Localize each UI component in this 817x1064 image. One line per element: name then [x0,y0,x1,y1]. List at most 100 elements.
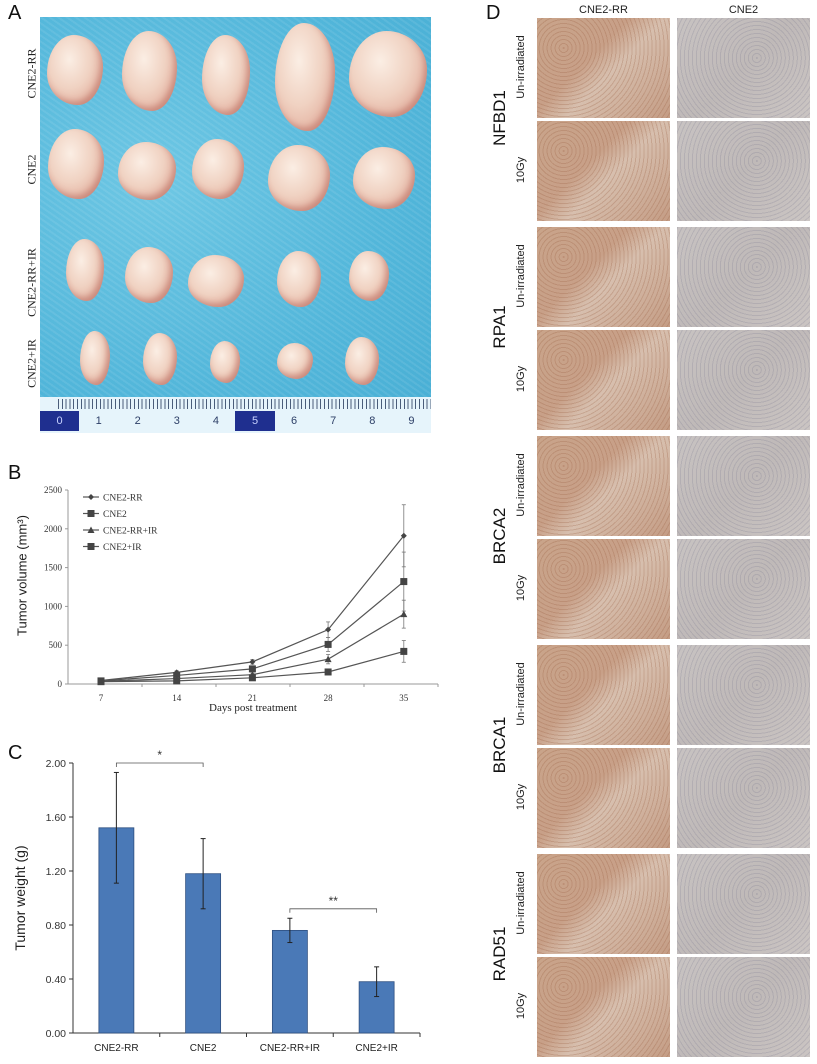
b-y-tick: 1500 [44,563,63,573]
b-xlabel: Days post treatment [209,702,297,714]
panel-b-letter: B [8,462,22,484]
tumor [353,147,415,209]
tumor [345,337,379,385]
row-label-cne2-rr-ir: CNE2-RR+IR [24,248,39,317]
svg-text:CNE2+IR: CNE2+IR [103,543,142,553]
c-bar-CNE2-RR+IR [271,929,308,1034]
b-y-tick: 1000 [44,601,63,611]
c-x-tick: CNE2-RR [94,1043,138,1054]
ihc-image-rad51-unirradiated-cne2-rr [537,854,670,954]
tumor [125,247,173,303]
ihc-image-rad51-unirradiated-cne2 [677,854,810,954]
ihc-image-nfbd1-10gy-cne2 [677,121,810,221]
b-x-tick: 28 [324,693,334,703]
tumor [277,343,313,379]
ruler-number: 1 [95,415,102,427]
ruler-number: 8 [369,415,376,427]
b-legend-item: CNE2 [83,510,127,520]
ihc-image-brca2-10gy-cne2 [677,539,810,639]
tumor [80,331,110,385]
b-ylabel: Tumor volume (mm³) [14,515,30,636]
ihc-image-brca2-10gy-cne2-rr [537,539,670,639]
ihc-image-rpa1-unirradiated-cne2-rr [537,227,670,327]
ihc-image-nfbd1-10gy-cne2-rr [537,121,670,221]
panel-d-letter: D [486,2,501,24]
ruler-number: 4 [212,415,219,427]
ihc-image-brca1-10gy-cne2 [677,748,810,848]
panel-a-letter: A [8,2,22,24]
ihc-image-nfbd1-unirradiated-cne2-rr [537,18,670,118]
b-legend-item: CNE2+IR [83,543,142,553]
condition-label: Un-irradiated [515,871,527,935]
c-x-tick: CNE2-RR+IR [260,1043,320,1054]
ruler-number: 3 [173,415,180,427]
b-series-CNE2-RR+IR [97,599,408,685]
ihc-image-brca2-unirradiated-cne2 [677,436,810,536]
tumor [268,145,330,211]
ruler-number: 9 [408,415,415,427]
panel-c-letter: C [8,742,23,764]
ihc-image-rpa1-10gy-cne2 [677,330,810,430]
tumor-weight-bar-chart: 0.00 0.40 0.80 1.20 1.60 2.00 CNE2-RR CNE2 CNE2-… [46,748,421,1054]
protein-label-brca1: BRCA1 [490,716,509,774]
condition-label: 10Gy [515,365,527,393]
b-y-tick: 0 [58,679,63,689]
ruler-number: 6 [291,415,298,427]
c-x-tick: CNE2 [190,1043,217,1054]
svg-text:CNE2: CNE2 [103,510,127,520]
ruler-number: 5 [235,411,275,431]
ruler-number: 0 [40,411,80,431]
tumor [48,129,104,199]
ruler: 0 1 2 3 4 5 6 7 8 9 [40,397,431,433]
c-significance-bracket: * [115,748,204,767]
ihc-image-rad51-10gy-cne2-rr [537,957,670,1057]
ruler-number: 7 [330,415,337,427]
col-header-cne2: CNE2 [728,4,759,16]
b-x-tick: 7 [99,693,104,703]
ihc-image-brca1-unirradiated-cne2-rr [537,645,670,745]
protein-label-nfbd1: NFBD1 [490,90,509,146]
tumor [192,139,244,199]
ruler-number: 2 [134,415,141,427]
row-label-cne2: CNE2 [24,154,39,185]
tumor [277,251,321,307]
ihc-image-nfbd1-unirradiated-cne2 [677,18,810,118]
condition-label: Un-irradiated [515,662,527,726]
c-x-tick: CNE2+IR [355,1043,398,1054]
ihc-image-brca1-10gy-cne2-rr [537,748,670,848]
tumor-photo: 0 1 2 3 4 5 6 7 8 9 [40,17,431,433]
svg-text:CNE2-RR+IR: CNE2-RR+IR [103,527,158,537]
row-label-cne2-rr: CNE2-RR [24,48,39,99]
b-legend-item: CNE2-RR+IR [83,526,158,537]
c-y-tick: 2.00 [46,758,67,770]
tumor [118,142,176,200]
ihc-image-brca1-unirradiated-cne2 [677,645,810,745]
tumor [349,31,427,117]
condition-label: Un-irradiated [515,453,527,517]
condition-label: Un-irradiated [515,35,527,99]
tumor [210,341,240,383]
b-y-tick: 500 [49,640,63,650]
ihc-image-rad51-10gy-cne2 [677,957,810,1057]
b-y-tick: 2500 [44,485,63,495]
tumor [66,239,104,301]
svg-text:**: ** [329,894,339,908]
condition-label: Un-irradiated [515,244,527,308]
tumor [349,251,389,301]
c-y-tick: 0.40 [46,974,67,986]
c-y-tick: 1.20 [46,866,67,878]
protein-label-rad51: RAD51 [490,926,509,982]
c-y-tick: 0.80 [46,920,67,932]
protein-label-brca2: BRCA2 [490,507,509,565]
c-significance-bracket: ** [289,894,378,913]
condition-label: 10Gy [515,156,527,184]
c-y-tick: 0.00 [46,1028,67,1040]
ihc-image-rpa1-10gy-cne2-rr [537,330,670,430]
tumor [47,35,103,105]
c-y-tick: 1.60 [46,812,67,824]
b-y-tick: 2000 [44,524,63,534]
b-x-tick: 14 [172,693,182,703]
condition-label: 10Gy [515,783,527,811]
c-ylabel: Tumor weight (g) [12,845,28,951]
tumor [122,31,177,111]
